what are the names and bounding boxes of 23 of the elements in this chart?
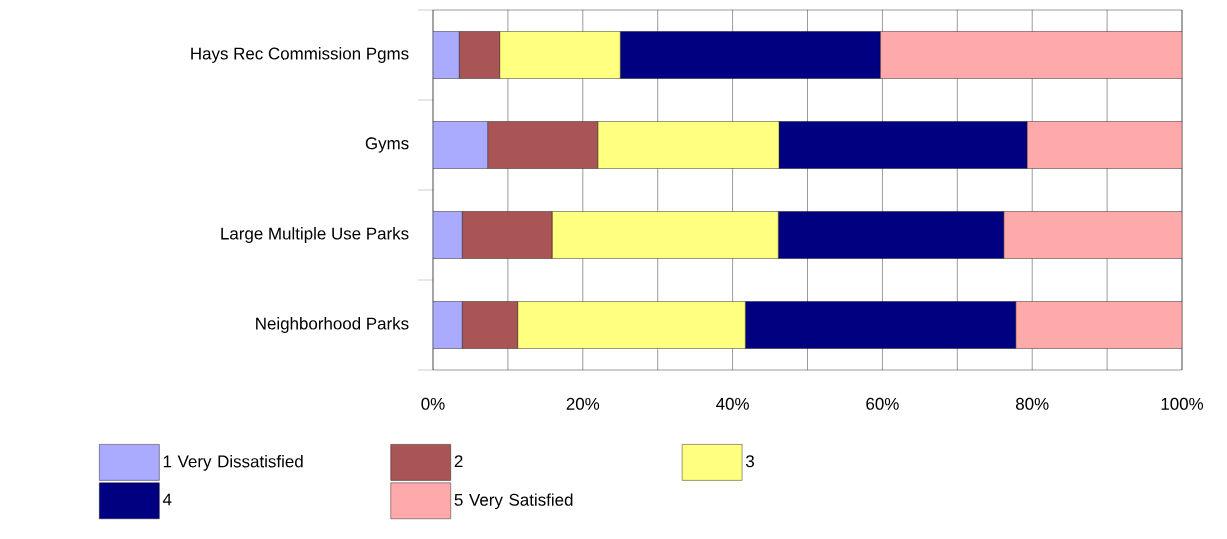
legend-label: 3 [745, 455, 754, 468]
legend-label: 2 [454, 455, 463, 468]
y-tick-label: Large Multiple Use Parks [221, 227, 409, 243]
bar [879, 31, 1183, 79]
x-tick-label: 0% [421, 397, 445, 410]
bar [433, 301, 463, 349]
y-tick-label: Gyms [365, 137, 409, 153]
bar [1026, 121, 1183, 169]
x-tick-label: 40% [716, 397, 749, 410]
x-tick-label: 80% [1015, 397, 1049, 410]
bar [1015, 301, 1183, 349]
legend-label: 4 [162, 493, 172, 506]
y-tick-label: Hays Rec Commission Pgms [191, 47, 409, 63]
x-tick-label: 20% [566, 397, 600, 410]
legend-label: 1 Very Dissatisfied [163, 455, 303, 471]
bar [433, 31, 460, 79]
y-tick-label: Neighborhood Parks [256, 317, 409, 333]
legend-label: 5 Very Satisfied [454, 493, 573, 510]
bar [433, 211, 463, 259]
bar [433, 121, 488, 169]
x-tick-label: 100% [1161, 397, 1204, 410]
x-tick-label: 60% [866, 397, 899, 410]
bar [1003, 211, 1183, 259]
